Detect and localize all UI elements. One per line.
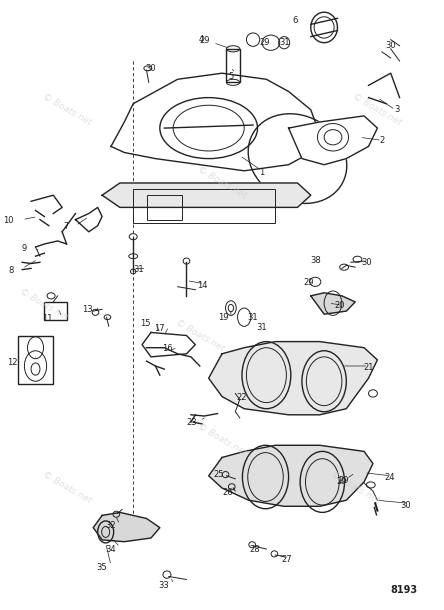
Text: 11: 11 xyxy=(42,314,53,323)
Text: 29: 29 xyxy=(259,38,270,47)
Polygon shape xyxy=(289,116,377,165)
Text: 8193: 8193 xyxy=(390,585,417,595)
Text: 6: 6 xyxy=(293,16,298,24)
Text: 23: 23 xyxy=(186,418,197,426)
Bar xyxy=(133,189,275,223)
Polygon shape xyxy=(209,445,373,506)
Text: 10: 10 xyxy=(3,217,14,225)
Text: © Boats.net: © Boats.net xyxy=(174,318,226,353)
Text: © Boats.net: © Boats.net xyxy=(40,92,93,127)
Text: 21: 21 xyxy=(363,363,374,371)
Text: 9: 9 xyxy=(22,245,27,253)
Text: 13: 13 xyxy=(82,306,93,314)
Text: 3: 3 xyxy=(395,106,400,114)
Text: 24: 24 xyxy=(385,473,395,481)
Text: 30: 30 xyxy=(400,501,411,509)
Bar xyxy=(18,336,53,384)
Text: 22: 22 xyxy=(237,393,247,402)
Text: 29: 29 xyxy=(337,478,347,486)
Bar xyxy=(226,49,240,82)
Text: 30: 30 xyxy=(361,258,372,267)
Text: © Boats.net: © Boats.net xyxy=(40,470,93,506)
Text: 16: 16 xyxy=(163,345,173,353)
Text: 25: 25 xyxy=(213,470,224,479)
Bar xyxy=(147,195,182,220)
Text: 30: 30 xyxy=(146,64,156,73)
Text: 5: 5 xyxy=(228,72,234,81)
Text: 33: 33 xyxy=(158,581,169,590)
Polygon shape xyxy=(311,293,355,314)
Text: 29: 29 xyxy=(200,37,210,45)
Text: 15: 15 xyxy=(140,319,151,328)
Text: 1: 1 xyxy=(259,168,265,176)
Text: 38: 38 xyxy=(310,256,321,265)
Text: 12: 12 xyxy=(7,359,17,367)
Text: 34: 34 xyxy=(106,545,116,553)
Bar xyxy=(44,302,67,320)
Text: 7: 7 xyxy=(63,223,68,231)
Text: 19: 19 xyxy=(218,314,229,322)
Text: 31: 31 xyxy=(279,38,290,47)
Text: 2: 2 xyxy=(379,136,385,145)
Text: © Boats.net: © Boats.net xyxy=(329,470,381,506)
Text: 31: 31 xyxy=(248,313,258,321)
Text: 31: 31 xyxy=(133,265,144,274)
Polygon shape xyxy=(93,512,160,542)
Text: 27: 27 xyxy=(281,556,292,564)
Polygon shape xyxy=(209,342,377,415)
Text: 28: 28 xyxy=(249,545,260,553)
Text: 4: 4 xyxy=(198,35,204,44)
Text: 17: 17 xyxy=(154,324,164,332)
Text: 32: 32 xyxy=(105,522,115,530)
Text: 30: 30 xyxy=(385,41,396,50)
Text: © Boats.net: © Boats.net xyxy=(18,287,71,323)
Text: 26: 26 xyxy=(222,489,233,497)
Text: 8: 8 xyxy=(8,266,14,274)
Text: 29: 29 xyxy=(303,278,314,287)
Text: 14: 14 xyxy=(197,281,207,290)
Text: © Boats.net: © Boats.net xyxy=(196,165,248,201)
Text: © Boats.net: © Boats.net xyxy=(351,92,404,127)
Polygon shape xyxy=(102,183,311,207)
Text: 31: 31 xyxy=(257,323,267,332)
Text: 35: 35 xyxy=(96,563,107,572)
Text: 29: 29 xyxy=(338,476,349,485)
Text: 20: 20 xyxy=(334,301,345,309)
Text: © Boats.net: © Boats.net xyxy=(196,422,248,457)
